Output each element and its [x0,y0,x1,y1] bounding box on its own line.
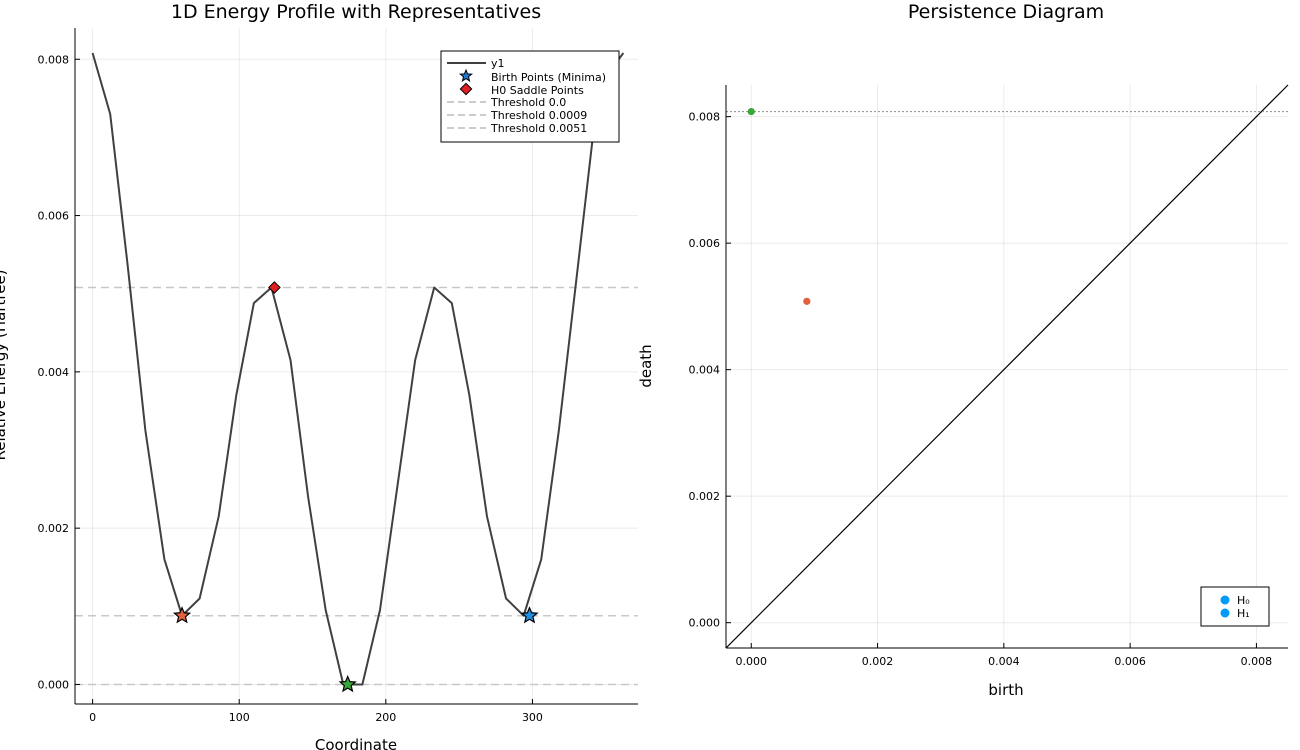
legend-label-h0: H₀ [1237,594,1250,607]
x-tick-label: 0.006 [1114,655,1146,668]
y-tick-label: 0.006 [38,210,70,223]
persistence-axes [725,85,1288,649]
legend-label-h1: H₁ [1237,607,1250,620]
energy-profile-panel: 1D Energy Profile with Representatives 0… [0,1,638,750]
persistence-points [747,107,811,305]
birth-point-star-1 [338,674,357,693]
y-tick-label: 0.006 [689,237,721,250]
threshold-lines [75,286,638,686]
persistence-point-1 [803,297,811,305]
energy-profile-title: 1D Energy Profile with Representatives [171,1,541,23]
legend-label-saddle-points: H0 Saddle Points [491,84,584,97]
energy-legend-box [440,50,620,143]
y-tick-label: 0.004 [689,364,721,377]
energy-legend: y1 Birth Points (Minima) H0 Saddle Point… [440,50,620,143]
energy-y-ticks: 0.000 0.002 0.004 0.006 0.008 [38,53,80,691]
x-tick-label: 100 [229,711,250,724]
persistence-diagram-panel: Persistence Diagram 0.000 0.002 0.004 0.006… [637,1,1289,699]
y-tick-label: 0.002 [689,490,721,503]
y-tick-label: 0.008 [38,53,70,66]
y-tick-label: 0.004 [38,366,70,379]
y-tick-label: 0.008 [689,111,721,124]
x-tick-label: 0.002 [862,655,894,668]
persistence-legend: H₀ H₁ [1200,586,1270,627]
y-tick-label: 0.000 [38,678,70,691]
persistence-y-ticks: 0.000 0.002 0.004 0.006 0.008 [689,111,731,630]
persistence-x-axis-label: birth [988,681,1023,699]
energy-series-y1 [91,52,625,686]
legend-label-threshold-2: Threshold 0.0051 [490,122,587,135]
legend-swatch-saddle-points [459,82,473,96]
energy-x-ticks: 0 100 200 300 [89,699,543,724]
saddle-point-diamond-0 [268,281,281,294]
energy-curve [91,52,625,686]
x-tick-label: 200 [375,711,396,724]
birth-point-star-0 [172,606,192,624]
energy-markers [172,281,539,693]
energy-y-axis-label: Relative Energy (Hartree) [0,269,9,460]
energy-x-axis-label: Coordinate [315,736,397,750]
legend-swatch-birth-points [458,68,474,82]
legend-star-shape [458,68,474,82]
legend-swatch-h0 [1220,595,1230,605]
x-tick-label: 0.000 [736,655,768,668]
persistence-x-ticks: 0.000 0.002 0.004 0.006 0.008 [736,643,1273,668]
energy-profile-axes [74,28,638,705]
birth-point-star-2 [520,606,539,624]
y-tick-label: 0.000 [689,617,721,630]
x-tick-label: 0.004 [988,655,1020,668]
x-tick-label: 0.008 [1241,655,1273,668]
legend-swatch-h1 [1220,608,1230,618]
persistence-diagram-title: Persistence Diagram [908,1,1104,23]
persistence-y-axis-label: death [637,344,655,387]
x-tick-label: 0 [89,711,96,724]
persistence-legend-box [1200,586,1270,627]
persistence-point-0 [747,107,755,116]
legend-label-y1: y1 [491,57,505,70]
legend-label-threshold-0: Threshold 0.0 [490,96,566,109]
legend-label-threshold-1: Threshold 0.0009 [490,109,587,122]
legend-label-birth-points: Birth Points (Minima) [491,71,606,84]
diagonal-line [725,84,1289,649]
x-tick-label: 300 [522,711,543,724]
persistence-grid [726,85,1288,648]
persistence-reference-lines [725,84,1289,649]
y-tick-label: 0.002 [38,522,70,535]
